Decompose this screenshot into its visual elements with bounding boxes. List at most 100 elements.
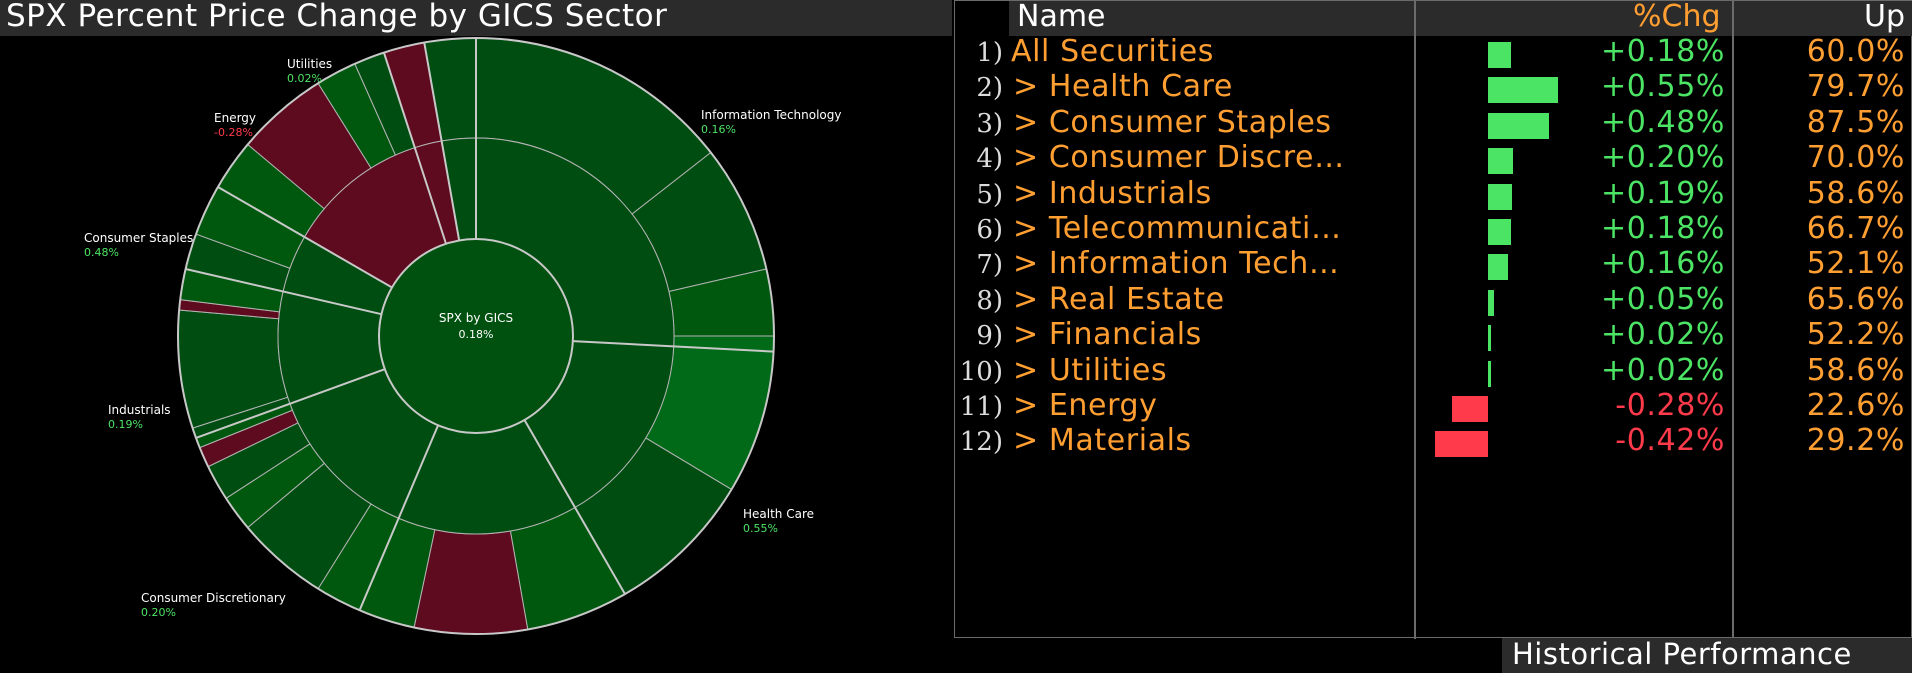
table-row[interactable]: 5) > Industrials +0.19% 58.6% (955, 175, 1912, 213)
row-pct-change: +0.02% (1600, 352, 1725, 388)
table-row[interactable]: 10) > Utilities +0.02% 58.6% (955, 352, 1912, 390)
table-row[interactable]: 4) > Consumer Discre… +0.20% 70.0% (955, 140, 1912, 177)
sector-divider (423, 42, 461, 241)
row-pct-change: +0.18% (1600, 34, 1725, 69)
table-row[interactable]: 2) > Health Care +0.55% 79.7% (955, 69, 1912, 106)
sector-label: Utilities (287, 57, 332, 71)
row-pct-change: -0.28% (1615, 388, 1725, 423)
change-bar (1488, 325, 1491, 352)
row-pct-change: +0.05% (1600, 281, 1725, 317)
header-name[interactable]: Name (1017, 0, 1106, 34)
sector-value: 0.48% (84, 246, 119, 259)
row-number: 9) (976, 321, 1003, 352)
row-pct-change: -0.42% (1615, 423, 1725, 459)
change-bar (1488, 42, 1511, 68)
row-number: 2) (976, 73, 1003, 104)
row-number: 4) (976, 144, 1003, 175)
row-pct-change: +0.18% (1600, 211, 1725, 246)
sector-value: 0.55% (743, 522, 778, 535)
table-header: Name %Chg Up (1009, 0, 1912, 36)
change-bar (1488, 183, 1513, 210)
sector-label: Energy (214, 111, 256, 125)
row-pct-up: 60.0% (1806, 34, 1905, 69)
row-pct-change: +0.20% (1600, 140, 1725, 176)
row-name[interactable]: > Materials (1013, 423, 1192, 459)
row-name[interactable]: > Information Tech… (1013, 246, 1340, 282)
sector-divider (523, 419, 626, 595)
row-pct-up: 52.1% (1806, 246, 1905, 282)
row-name[interactable]: > Industrials (1013, 175, 1212, 211)
sector-value: 0.19% (108, 418, 143, 431)
row-number: 5) (976, 179, 1003, 210)
row-name[interactable]: > Telecommunicati… (1013, 211, 1342, 246)
sector-divider (358, 424, 440, 611)
sector-divider (185, 267, 382, 316)
header-up[interactable]: Up (1863, 0, 1905, 34)
sector-label: Consumer Staples (84, 231, 193, 245)
row-number: 7) (976, 250, 1003, 281)
row-pct-up: 52.2% (1806, 317, 1905, 353)
sector-value: -0.28% (214, 126, 253, 139)
row-number: 12) (959, 427, 1003, 458)
sector-divider (217, 186, 393, 289)
sector-divider (195, 368, 386, 439)
sector-divider (572, 340, 774, 353)
historical-performance-button[interactable]: Historical Performance (1502, 637, 1912, 673)
change-bar (1452, 396, 1488, 422)
change-bar (1488, 219, 1511, 245)
center-label: SPX by GICS (439, 311, 513, 325)
row-pct-up: 87.5% (1806, 104, 1905, 140)
sector-divider (382, 52, 447, 245)
row-name[interactable]: All Securities (1011, 34, 1214, 69)
row-pct-change: +0.16% (1600, 246, 1725, 282)
center-node[interactable] (378, 238, 574, 434)
row-name[interactable]: > Financials (1013, 317, 1202, 353)
row-number: 10) (959, 356, 1003, 387)
row-pct-change: +0.19% (1600, 175, 1725, 211)
row-name[interactable]: > Energy (1013, 388, 1158, 423)
table-row[interactable]: 7) > Information Tech… +0.16% 52.1% (955, 246, 1912, 283)
row-name[interactable]: > Health Care (1013, 69, 1233, 105)
change-bar (1488, 77, 1558, 104)
historical-performance-label: Historical Performance (1512, 637, 1852, 671)
change-bar (1488, 360, 1491, 387)
header-chg[interactable]: %Chg (1633, 0, 1721, 34)
table-row[interactable]: 9) > Financials +0.02% 52.2% (955, 317, 1912, 354)
row-pct-up: 79.7% (1806, 69, 1905, 105)
table-row[interactable]: 6) > Telecommunicati… +0.18% 66.7% (955, 211, 1912, 248)
center-value: 0.18% (459, 328, 494, 341)
row-number: 3) (976, 108, 1003, 139)
sector-label: Health Care (743, 507, 814, 521)
row-pct-up: 29.2% (1806, 423, 1905, 459)
row-pct-up: 70.0% (1806, 140, 1905, 176)
outer-border (177, 37, 775, 635)
row-number: 11) (959, 392, 1003, 422)
sector-value: 0.20% (141, 606, 176, 619)
row-name[interactable]: > Utilities (1013, 352, 1168, 388)
change-bar (1488, 148, 1514, 175)
row-pct-change: +0.55% (1600, 69, 1725, 105)
change-bar (1434, 431, 1488, 458)
row-name[interactable]: > Real Estate (1013, 281, 1225, 317)
row-pct-up: 58.6% (1806, 175, 1905, 211)
table-row[interactable]: 8) > Real Estate +0.05% 65.6% (955, 281, 1912, 319)
row-number: 6) (976, 215, 1003, 245)
row-pct-up: 22.6% (1806, 388, 1905, 423)
row-pct-up: 58.6% (1806, 352, 1905, 388)
table-row[interactable]: 12) > Materials -0.42% 29.2% (955, 423, 1912, 460)
sector-label: Information Technology (701, 108, 842, 122)
table-row[interactable]: 1) All Securities +0.18% 60.0% (955, 34, 1912, 71)
row-number: 8) (976, 285, 1003, 316)
table-row[interactable]: 11) > Energy -0.28% 22.6% (955, 388, 1912, 425)
table-row[interactable]: 3) > Consumer Staples +0.48% 87.5% (955, 104, 1912, 142)
row-name[interactable]: > Consumer Staples (1013, 104, 1332, 140)
row-pct-change: +0.48% (1600, 104, 1725, 140)
page-title: SPX Percent Price Change by GICS Sector (6, 0, 668, 34)
change-bar (1488, 289, 1495, 316)
column-divider (1732, 1, 1734, 639)
sector-table: Name %Chg Up 1) All Securities +0.18% 60.0%… (954, 0, 1912, 639)
change-bar (1488, 112, 1549, 139)
title-bar: SPX Percent Price Change by GICS Sector (0, 0, 952, 36)
row-number: 1) (976, 38, 1003, 68)
row-name[interactable]: > Consumer Discre… (1013, 140, 1345, 176)
